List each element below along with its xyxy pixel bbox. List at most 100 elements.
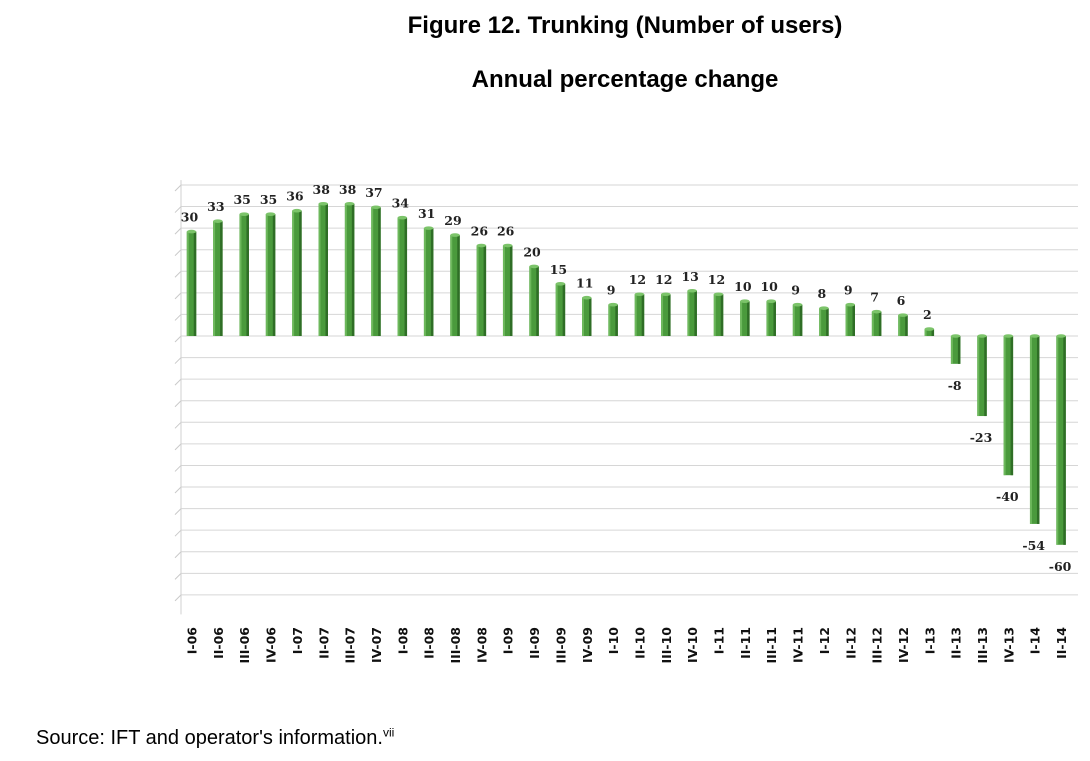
bar [318,201,328,336]
source-footnote-marker: vii [382,725,395,740]
bar [423,226,434,336]
bar-shade [984,336,987,417]
bar [371,205,381,336]
x-tick-label: IV-08 [474,627,489,663]
bar-highlight [713,294,716,336]
bar [450,233,460,336]
bar [898,313,908,336]
bar-body [450,235,460,336]
data-label: 37 [365,185,382,200]
data-label: 30 [181,210,199,225]
bar [239,212,249,336]
bar [265,212,276,336]
data-label: 10 [760,279,778,294]
data-label: 8 [818,286,827,301]
bar-shade [747,301,750,336]
bar-shade [931,329,935,336]
bar [186,229,197,336]
bar-cap [924,327,935,331]
grid-line [174,572,182,580]
bar-highlight [924,329,927,336]
grid-line [174,529,182,537]
bar-body [687,290,697,336]
x-tick-label: IV-11 [791,627,806,663]
bar-highlight [344,203,347,336]
bar-highlight [213,221,216,336]
data-label: -23 [970,430,993,445]
grid-line [174,270,182,278]
bar-highlight [186,231,189,336]
grid-line [174,206,182,213]
x-tick-label: I-07 [290,627,305,654]
data-label: 9 [607,283,616,298]
bar [582,295,592,336]
bar-shade [905,315,908,336]
bar-highlight [740,301,743,336]
bar-highlight [819,308,822,336]
bar-cap [977,334,987,338]
bar-shade [378,207,381,336]
bar-highlight [371,207,374,336]
x-tick-label: II-08 [422,627,437,659]
data-label: 15 [550,262,567,277]
bar-highlight [450,235,453,336]
bar-body [950,336,961,364]
bar-highlight [1003,336,1006,476]
bar-cap [450,233,460,237]
chart-title: Figure 12. Trunking (Number of users) [407,12,843,39]
bar [1056,334,1066,545]
bar-cap [608,302,618,307]
bar-cap [1003,334,1014,338]
data-label: 26 [497,224,515,239]
data-label: -60 [1049,559,1072,574]
bar-shade [957,336,961,364]
data-label: -54 [1022,538,1045,553]
bar [213,219,223,336]
bar-cap [819,306,829,310]
bar-cap [502,243,513,248]
bar-body [371,207,381,336]
bar [502,243,513,336]
bar [344,201,355,336]
bar [740,299,750,336]
bar-body [977,336,987,417]
grid-line [174,400,182,408]
data-label: 12 [655,272,672,287]
bar [766,299,776,336]
bar-highlight [898,315,901,336]
bar [661,292,671,336]
bar-shade [430,228,434,336]
bar-body [1056,336,1066,545]
x-tick-label: III-12 [870,627,885,664]
data-label: 12 [708,272,725,287]
data-label: 12 [629,272,646,287]
bar-highlight [502,245,505,336]
bar-shade [826,308,829,336]
bar [713,292,724,336]
bar-cap [1056,334,1066,338]
bar-highlight [792,304,795,336]
x-tick-label: IV-13 [1001,627,1016,663]
bar-cap [740,299,750,304]
x-tick-label: IV-09 [580,627,595,663]
bar-highlight [476,245,479,336]
bar-body [608,304,618,336]
bar-body [766,301,776,336]
bar-highlight [687,290,690,336]
x-tick-label: II-07 [316,627,331,659]
bar-shade [562,283,566,336]
bar-cap [265,212,276,216]
bar [924,327,935,336]
bar-body [239,214,249,336]
bar-highlight [239,214,242,336]
x-tick-label: III-09 [553,627,568,664]
data-label: 35 [260,192,277,207]
data-label: 26 [471,224,489,239]
bar-shade [246,214,249,336]
bar-shade [668,294,671,336]
bar-highlight [582,297,584,336]
bar-body [898,315,908,336]
bar [476,243,487,336]
bar-highlight [661,294,664,336]
bar-body [502,245,513,336]
